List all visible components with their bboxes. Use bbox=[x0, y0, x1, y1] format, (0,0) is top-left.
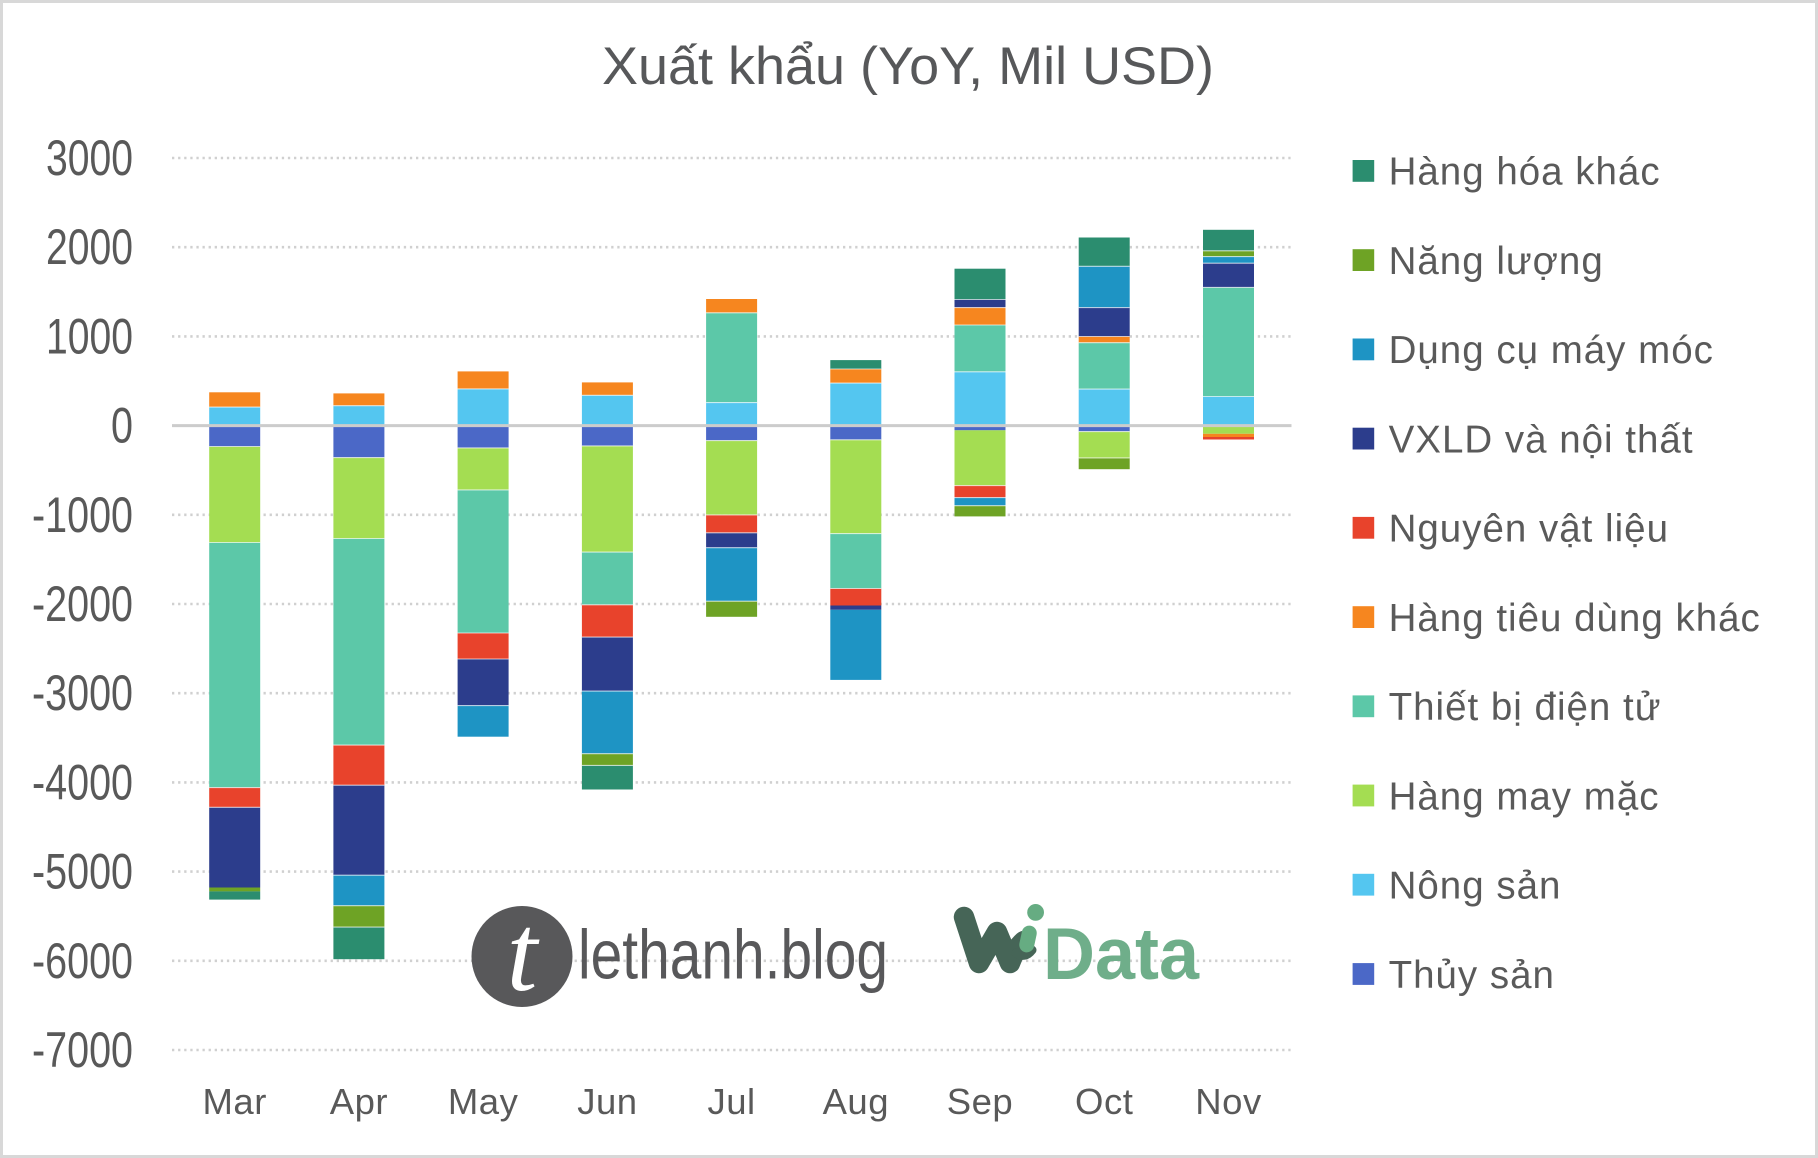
svg-text:Hàng may mặc: Hàng may mặc bbox=[1389, 775, 1660, 818]
svg-text:Data: Data bbox=[1043, 914, 1200, 995]
svg-text:lethanh.blog: lethanh.blog bbox=[578, 916, 888, 994]
svg-text:Apr: Apr bbox=[330, 1081, 388, 1122]
svg-text:Mar: Mar bbox=[203, 1081, 267, 1122]
svg-text:Sep: Sep bbox=[947, 1081, 1013, 1122]
svg-text:May: May bbox=[448, 1081, 519, 1122]
svg-text:Năng lượng: Năng lượng bbox=[1389, 240, 1604, 283]
svg-text:Oct: Oct bbox=[1075, 1081, 1133, 1122]
svg-text:Aug: Aug bbox=[823, 1081, 889, 1122]
svg-text:Jun: Jun bbox=[577, 1081, 637, 1122]
svg-text:-7000: -7000 bbox=[32, 1022, 133, 1078]
svg-text:2000: 2000 bbox=[46, 219, 133, 275]
svg-text:t: t bbox=[507, 892, 540, 1014]
svg-text:Thủy sản: Thủy sản bbox=[1389, 954, 1555, 997]
svg-text:Xuất khẩu (YoY, Mil USD): Xuất khẩu (YoY, Mil USD) bbox=[602, 37, 1214, 96]
svg-text:-3000: -3000 bbox=[32, 665, 133, 721]
svg-text:Nông sản: Nông sản bbox=[1389, 865, 1562, 908]
svg-text:3000: 3000 bbox=[46, 130, 133, 186]
svg-text:-4000: -4000 bbox=[32, 754, 133, 810]
svg-text:Jul: Jul bbox=[708, 1081, 756, 1122]
svg-text:Thiết bị điện tử: Thiết bị điện tử bbox=[1389, 686, 1662, 729]
svg-text:-5000: -5000 bbox=[32, 844, 133, 900]
svg-text:Nov: Nov bbox=[1195, 1081, 1262, 1122]
svg-text:-1000: -1000 bbox=[32, 487, 133, 543]
svg-text:-2000: -2000 bbox=[32, 576, 133, 632]
svg-text:1000: 1000 bbox=[46, 308, 133, 364]
svg-text:0: 0 bbox=[111, 398, 133, 454]
svg-text:Hàng tiêu dùng khác: Hàng tiêu dùng khác bbox=[1389, 597, 1761, 640]
svg-text:Hàng hóa khác: Hàng hóa khác bbox=[1389, 151, 1661, 194]
svg-text:-6000: -6000 bbox=[32, 933, 133, 989]
svg-text:Dụng cụ máy móc: Dụng cụ máy móc bbox=[1389, 329, 1714, 372]
svg-text:Nguyên vật liệu: Nguyên vật liệu bbox=[1389, 508, 1669, 551]
svg-text:VXLD và nội thất: VXLD và nội thất bbox=[1389, 418, 1694, 461]
